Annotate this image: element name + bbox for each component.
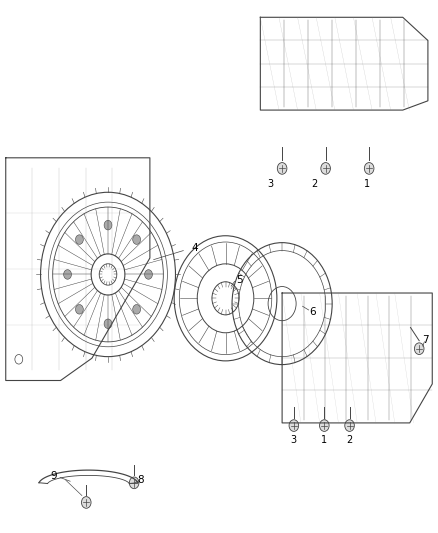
Text: 8: 8 xyxy=(138,475,144,484)
Circle shape xyxy=(75,235,83,244)
Text: 4: 4 xyxy=(192,243,198,253)
Circle shape xyxy=(364,163,374,174)
Circle shape xyxy=(320,419,329,431)
Text: 7: 7 xyxy=(422,335,429,345)
Text: 5: 5 xyxy=(237,274,243,285)
Text: 2: 2 xyxy=(311,179,317,189)
Circle shape xyxy=(133,304,141,314)
Circle shape xyxy=(64,270,71,279)
Circle shape xyxy=(81,497,91,508)
Circle shape xyxy=(345,419,354,431)
Text: 2: 2 xyxy=(346,435,353,446)
Circle shape xyxy=(133,235,141,244)
Text: 1: 1 xyxy=(321,435,327,446)
Circle shape xyxy=(145,270,152,279)
Circle shape xyxy=(129,477,139,489)
Circle shape xyxy=(104,319,112,328)
Text: 1: 1 xyxy=(364,179,370,189)
Circle shape xyxy=(75,304,83,314)
Circle shape xyxy=(321,163,330,174)
Circle shape xyxy=(277,163,287,174)
Text: 3: 3 xyxy=(267,179,273,189)
Circle shape xyxy=(104,220,112,230)
Circle shape xyxy=(414,343,424,354)
Circle shape xyxy=(289,419,299,431)
Text: 9: 9 xyxy=(50,471,57,481)
Text: 6: 6 xyxy=(309,306,316,317)
Text: 3: 3 xyxy=(291,435,297,446)
